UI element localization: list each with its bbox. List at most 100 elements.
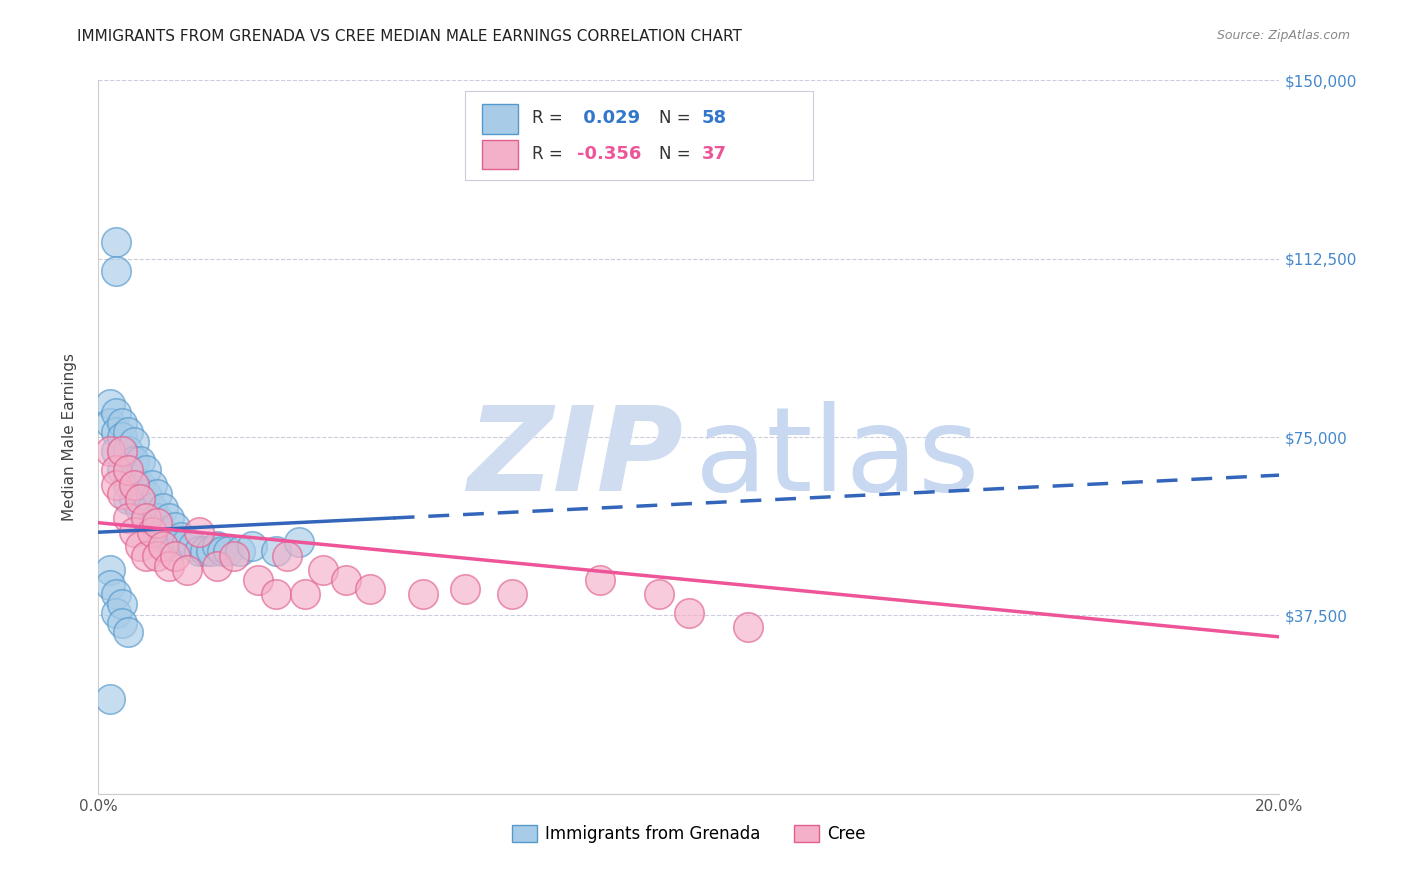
- Point: [117, 491, 139, 506]
- Point: [128, 501, 150, 516]
- Point: [98, 444, 121, 458]
- Text: 58: 58: [702, 109, 727, 127]
- Point: [194, 544, 217, 558]
- Point: [105, 425, 128, 440]
- Point: [648, 587, 671, 601]
- Point: [294, 587, 316, 601]
- Point: [111, 416, 134, 430]
- Point: [165, 549, 187, 563]
- Point: [105, 587, 128, 601]
- Point: [412, 587, 434, 601]
- Point: [122, 525, 145, 540]
- Point: [117, 463, 139, 477]
- Point: [152, 540, 174, 554]
- Point: [128, 454, 150, 468]
- Point: [737, 620, 759, 634]
- Point: [170, 530, 193, 544]
- Point: [501, 587, 523, 601]
- Point: [246, 573, 269, 587]
- Point: [128, 477, 150, 491]
- Point: [229, 544, 252, 558]
- Text: R =: R =: [531, 109, 562, 127]
- Point: [264, 544, 287, 558]
- Legend: Immigrants from Grenada, Cree: Immigrants from Grenada, Cree: [505, 818, 873, 850]
- Point: [264, 587, 287, 601]
- Point: [157, 511, 180, 525]
- Point: [288, 534, 311, 549]
- Point: [187, 525, 209, 540]
- Point: [359, 582, 381, 597]
- Point: [111, 487, 134, 501]
- FancyBboxPatch shape: [482, 103, 517, 134]
- Point: [157, 558, 180, 573]
- Point: [157, 534, 180, 549]
- Point: [678, 606, 700, 620]
- Point: [122, 473, 145, 487]
- Point: [117, 511, 139, 525]
- Point: [146, 516, 169, 530]
- Point: [141, 477, 163, 491]
- Point: [111, 444, 134, 458]
- Point: [135, 511, 157, 525]
- Point: [117, 625, 139, 640]
- Point: [146, 511, 169, 525]
- Point: [200, 544, 222, 558]
- Point: [217, 544, 239, 558]
- Point: [141, 501, 163, 516]
- FancyBboxPatch shape: [464, 91, 813, 180]
- Point: [111, 597, 134, 611]
- Text: R =: R =: [531, 145, 562, 163]
- Text: 0.029: 0.029: [576, 109, 640, 127]
- Point: [589, 573, 612, 587]
- Point: [117, 463, 139, 477]
- Point: [146, 549, 169, 563]
- FancyBboxPatch shape: [482, 139, 517, 169]
- Point: [135, 511, 157, 525]
- Text: N =: N =: [659, 145, 690, 163]
- Point: [176, 563, 198, 577]
- Point: [187, 544, 209, 558]
- Point: [122, 434, 145, 449]
- Point: [128, 540, 150, 554]
- Point: [122, 454, 145, 468]
- Point: [105, 606, 128, 620]
- Point: [111, 430, 134, 444]
- Point: [105, 235, 128, 249]
- Point: [105, 463, 128, 477]
- Point: [105, 406, 128, 420]
- Point: [98, 416, 121, 430]
- Point: [181, 540, 204, 554]
- Point: [105, 477, 128, 491]
- Point: [105, 263, 128, 277]
- Point: [117, 425, 139, 440]
- Point: [205, 558, 228, 573]
- Point: [105, 444, 128, 458]
- Point: [205, 540, 228, 554]
- Point: [165, 540, 187, 554]
- Point: [141, 525, 163, 540]
- Y-axis label: Median Male Earnings: Median Male Earnings: [62, 353, 77, 521]
- Point: [111, 615, 134, 630]
- Point: [117, 477, 139, 491]
- Text: -0.356: -0.356: [576, 145, 641, 163]
- Point: [98, 563, 121, 577]
- Point: [135, 549, 157, 563]
- Point: [128, 491, 150, 506]
- Point: [176, 534, 198, 549]
- Point: [98, 397, 121, 411]
- Point: [122, 491, 145, 506]
- Point: [146, 487, 169, 501]
- Point: [165, 520, 187, 534]
- Point: [117, 444, 139, 458]
- Point: [240, 540, 263, 554]
- Text: ZIP: ZIP: [467, 401, 683, 516]
- Text: N =: N =: [659, 109, 690, 127]
- Text: 37: 37: [702, 145, 727, 163]
- Point: [276, 549, 298, 563]
- Point: [335, 573, 357, 587]
- Point: [98, 691, 121, 706]
- Point: [453, 582, 475, 597]
- Point: [312, 563, 335, 577]
- Point: [224, 549, 246, 563]
- Point: [98, 577, 121, 591]
